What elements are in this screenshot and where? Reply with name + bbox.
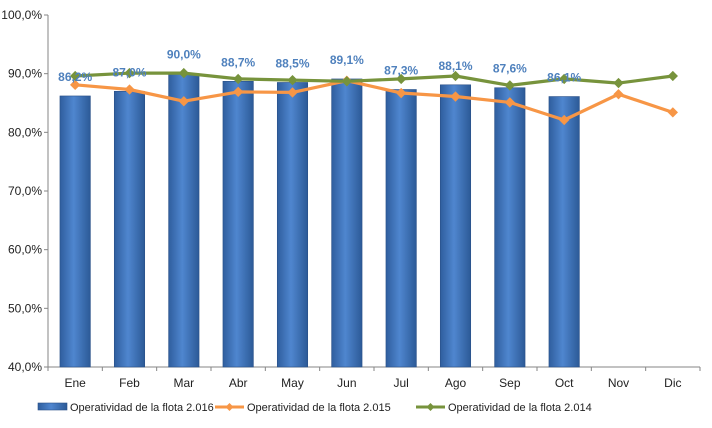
series-line bbox=[75, 79, 674, 122]
x-tick-label: Mar bbox=[173, 376, 194, 390]
x-tick-label: Sep bbox=[499, 376, 521, 390]
x-tick-label: Oct bbox=[555, 376, 574, 390]
series-marker bbox=[178, 67, 189, 79]
bar-data-label: 87,3% bbox=[384, 64, 418, 78]
series-marker bbox=[667, 70, 678, 82]
data-labels: 86,2% 87,0% 90,0% 88,7% 88,5% 89,1% 87,3% 88,1%… bbox=[58, 48, 581, 85]
legend-swatch-bar bbox=[37, 402, 68, 411]
series-marker bbox=[450, 91, 461, 102]
series-marker bbox=[287, 87, 298, 98]
y-tick-label: 100,0% bbox=[1, 8, 42, 22]
bar bbox=[494, 87, 526, 368]
legend-label: Operatividad de la flota 2.014 bbox=[448, 402, 592, 414]
x-tick-label: Jun bbox=[337, 376, 356, 390]
bar-data-label: 88,7% bbox=[221, 55, 255, 69]
bar bbox=[168, 73, 200, 368]
bar bbox=[276, 82, 309, 368]
legend-swatch-marker bbox=[426, 403, 435, 411]
bar-data-label: 86,2% bbox=[58, 70, 92, 84]
series-marker bbox=[124, 67, 135, 79]
x-tick-label: Nov bbox=[608, 376, 629, 390]
bar-data-label: 88,5% bbox=[275, 56, 309, 70]
bar bbox=[113, 90, 146, 368]
bar bbox=[385, 89, 417, 368]
line-series bbox=[70, 67, 678, 126]
x-tick-label: Jul bbox=[393, 376, 408, 390]
series-marker bbox=[613, 89, 624, 100]
series-marker bbox=[341, 76, 352, 87]
series-marker bbox=[396, 73, 407, 85]
series-line bbox=[75, 71, 674, 88]
series-marker bbox=[178, 96, 189, 107]
y-tick-label: 50,0% bbox=[8, 301, 42, 315]
bar-data-label: 87,0% bbox=[112, 65, 146, 79]
series-marker bbox=[504, 80, 515, 91]
series-marker bbox=[559, 73, 570, 85]
series-marker bbox=[559, 114, 570, 126]
series-marker bbox=[613, 77, 624, 89]
bar bbox=[548, 96, 580, 368]
bar bbox=[222, 80, 254, 368]
series-marker bbox=[396, 87, 407, 99]
y-axis: 40,0% 50,0% 60,0% 70,0% 80,0% 90,0% 100,0% bbox=[1, 8, 49, 374]
x-tick-label: Ago bbox=[445, 376, 467, 390]
x-tick-label: May bbox=[281, 376, 304, 390]
y-tick-label: 40,0% bbox=[8, 360, 42, 374]
series-marker bbox=[233, 86, 244, 98]
x-tick-label: Feb bbox=[119, 376, 140, 390]
x-tick-label: Dic bbox=[664, 376, 681, 390]
bar-data-label: 87,6% bbox=[493, 62, 527, 76]
series-marker bbox=[233, 73, 244, 85]
bar-data-label: 89,1% bbox=[330, 53, 364, 67]
x-axis: Ene Feb Mar Abr May Jun Jul Ago Sep Oct Nov Dic bbox=[47, 366, 701, 390]
bar bbox=[331, 78, 363, 368]
x-tick-label: Abr bbox=[229, 376, 248, 390]
series-marker bbox=[450, 70, 461, 82]
x-tick-label: Ene bbox=[64, 376, 86, 390]
series-marker bbox=[70, 70, 81, 82]
series-marker bbox=[70, 79, 81, 90]
series-marker bbox=[667, 107, 678, 118]
bar bbox=[439, 84, 472, 368]
bar-data-label: 88,1% bbox=[438, 59, 472, 73]
y-tick-label: 70,0% bbox=[8, 184, 42, 198]
legend-swatch-marker bbox=[225, 403, 234, 411]
y-tick-label: 90,0% bbox=[8, 67, 42, 81]
legend: Operatividad de la flota 2.016 Operativid… bbox=[37, 402, 592, 414]
y-tick-label: 60,0% bbox=[8, 243, 42, 257]
bar-data-label: 86,1% bbox=[547, 71, 581, 85]
series-marker bbox=[287, 74, 298, 86]
legend-label: Operatividad de la flota 2.015 bbox=[247, 402, 391, 414]
bar-series bbox=[59, 73, 580, 368]
series-marker bbox=[124, 84, 135, 95]
y-tick-label: 80,0% bbox=[8, 125, 42, 139]
bar bbox=[59, 95, 91, 368]
legend-label: Operatividad de la flota 2.016 bbox=[70, 402, 214, 414]
series-marker bbox=[504, 97, 515, 108]
bar-data-label: 90,0% bbox=[167, 48, 201, 62]
